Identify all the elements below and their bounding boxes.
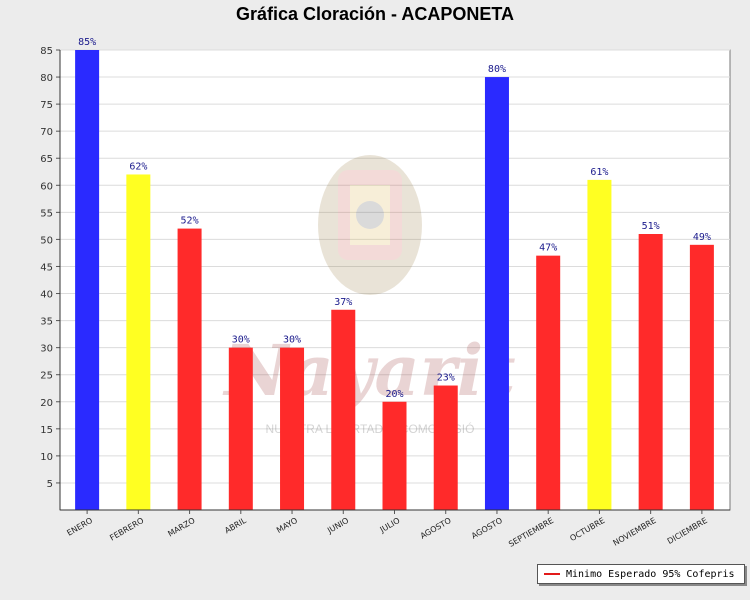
data-label: 80% <box>488 64 506 75</box>
data-label: 61% <box>590 167 608 178</box>
data-label: 49% <box>693 232 711 243</box>
bar <box>587 179 612 510</box>
data-label: 52% <box>181 216 199 227</box>
x-tick-label: SEPTIEMBRE <box>507 516 555 549</box>
bar <box>177 228 202 510</box>
x-axis: ENERO FEBRERO MARZO ABRIL MAYO JUNIO JULIO AGOS… <box>60 509 730 549</box>
y-tick-label: 45 <box>40 262 53 273</box>
x-tick-label: JUNIO <box>325 516 350 536</box>
x-tick-label: FEBRERO <box>108 516 145 543</box>
y-tick-label: 80 <box>40 73 53 84</box>
bar <box>382 401 407 510</box>
y-tick-label: 75 <box>40 100 53 111</box>
bar <box>638 234 663 510</box>
x-tick-label: AGOSTO <box>470 516 504 541</box>
grid-lines <box>60 49 730 484</box>
bar <box>228 347 253 510</box>
watermark-text: Nayarit <box>222 329 515 412</box>
y-tick-label: 60 <box>40 181 53 192</box>
y-axis: 5 10 15 20 25 30 35 40 45 50 55 60 65 70 75 80 85 <box>40 46 61 510</box>
x-tick-label: JULIO <box>378 516 402 535</box>
y-tick-label: 85 <box>40 46 53 57</box>
y-tick-label: 35 <box>40 317 53 328</box>
x-tick-label: ABRIL <box>223 516 248 536</box>
y-tick-label: 25 <box>40 371 53 382</box>
data-label: 20% <box>385 389 403 400</box>
bar <box>126 174 151 510</box>
data-label: 37% <box>334 297 352 308</box>
y-tick-label: 50 <box>40 235 53 246</box>
x-tick-label: OCTUBRE <box>568 516 606 543</box>
y-tick-label: 20 <box>40 398 53 409</box>
x-tick-label: MARZO <box>166 516 196 539</box>
x-tick-label: AGOSTO <box>419 516 453 541</box>
x-tick-label: ENERO <box>65 516 94 538</box>
data-label: 30% <box>232 335 250 346</box>
legend: Minimo Esperado 95% Cofepris <box>537 564 745 584</box>
y-tick-label: 55 <box>40 208 53 219</box>
x-tick-label: NOVIEMBRE <box>612 516 658 548</box>
y-tick-label: 15 <box>40 425 53 436</box>
y-tick-label: 65 <box>40 154 53 165</box>
bar <box>689 244 714 510</box>
data-label: 23% <box>437 373 455 384</box>
data-label: 85% <box>78 37 96 48</box>
y-tick-label: 10 <box>40 452 53 463</box>
x-tick-label: MAYO <box>275 516 299 535</box>
data-label: 30% <box>283 335 301 346</box>
bar <box>433 385 458 510</box>
x-tick-label: DICIEMBRE <box>666 516 709 546</box>
y-tick-label: 40 <box>40 290 53 301</box>
watermark-seal <box>318 155 422 295</box>
data-label: 62% <box>129 161 147 172</box>
bar <box>331 309 356 510</box>
y-tick-label: 5 <box>47 479 53 490</box>
legend-label: Minimo Esperado 95% Cofepris <box>566 568 735 580</box>
bar <box>280 347 305 510</box>
data-label: 47% <box>539 243 557 254</box>
legend-swatch <box>544 573 560 575</box>
bar <box>75 50 100 510</box>
bar <box>484 77 509 510</box>
chart-title: Gráfica Cloración - ACAPONETA <box>235 4 515 24</box>
y-tick-label: 70 <box>40 127 53 138</box>
watermark-subtext: NUESTRA LIBERTAD ... COMO MISIÓ <box>266 421 475 436</box>
bar <box>536 255 561 510</box>
data-label: 51% <box>642 221 660 232</box>
y-tick-label: 30 <box>40 344 53 355</box>
bars: 85% 62% 52% 30% 30% 37% 20% 23% 80% 47% 61% 51% 49% <box>75 37 714 510</box>
